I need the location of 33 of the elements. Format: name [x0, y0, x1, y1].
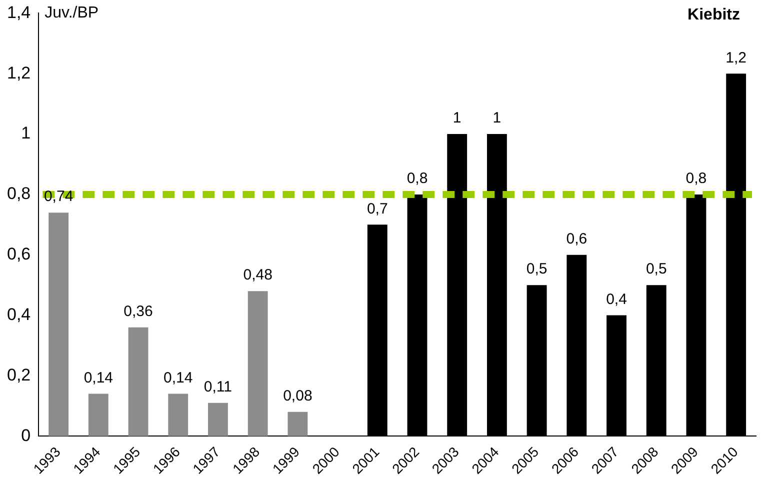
y-axis-title: Juv./BP: [44, 4, 99, 22]
y-tick-label: 1,4: [6, 2, 31, 22]
bar: [128, 327, 148, 436]
y-tick-label: 0,8: [6, 184, 31, 204]
data-label: 0,5: [526, 260, 548, 278]
data-label: 1: [492, 110, 502, 127]
data-label: 0,11: [204, 378, 232, 396]
data-label: 0,8: [686, 170, 707, 188]
y-tick-label: 0,6: [6, 244, 31, 264]
data-label: 0,5: [646, 260, 667, 278]
data-label: 0,4: [606, 290, 627, 308]
bar: [288, 412, 308, 436]
y-tick-label: 1,2: [6, 63, 31, 82]
y-tick-label: 0,4: [6, 304, 31, 324]
bar: [208, 402, 228, 436]
data-label: 0,14: [84, 369, 114, 386]
data-label: 0,8: [406, 170, 428, 188]
data-label: 1: [452, 110, 462, 127]
data-label: 0,7: [366, 200, 388, 218]
bar: [168, 394, 188, 436]
bar: [248, 291, 268, 436]
chart-title: Kiebitz: [688, 6, 740, 24]
data-label: 0,36: [124, 302, 153, 320]
data-label: 1,2: [726, 49, 747, 66]
data-label: 0,14: [164, 369, 193, 386]
data-label: 0,48: [243, 266, 272, 284]
data-label: 0,08: [283, 388, 312, 405]
bar: [48, 212, 69, 436]
y-tick-label: 1: [21, 124, 31, 143]
data-label: 0,6: [566, 230, 588, 248]
bar: [88, 394, 108, 436]
y-tick-label: 0: [21, 426, 31, 445]
y-tick-label: 0,2: [6, 365, 31, 384]
